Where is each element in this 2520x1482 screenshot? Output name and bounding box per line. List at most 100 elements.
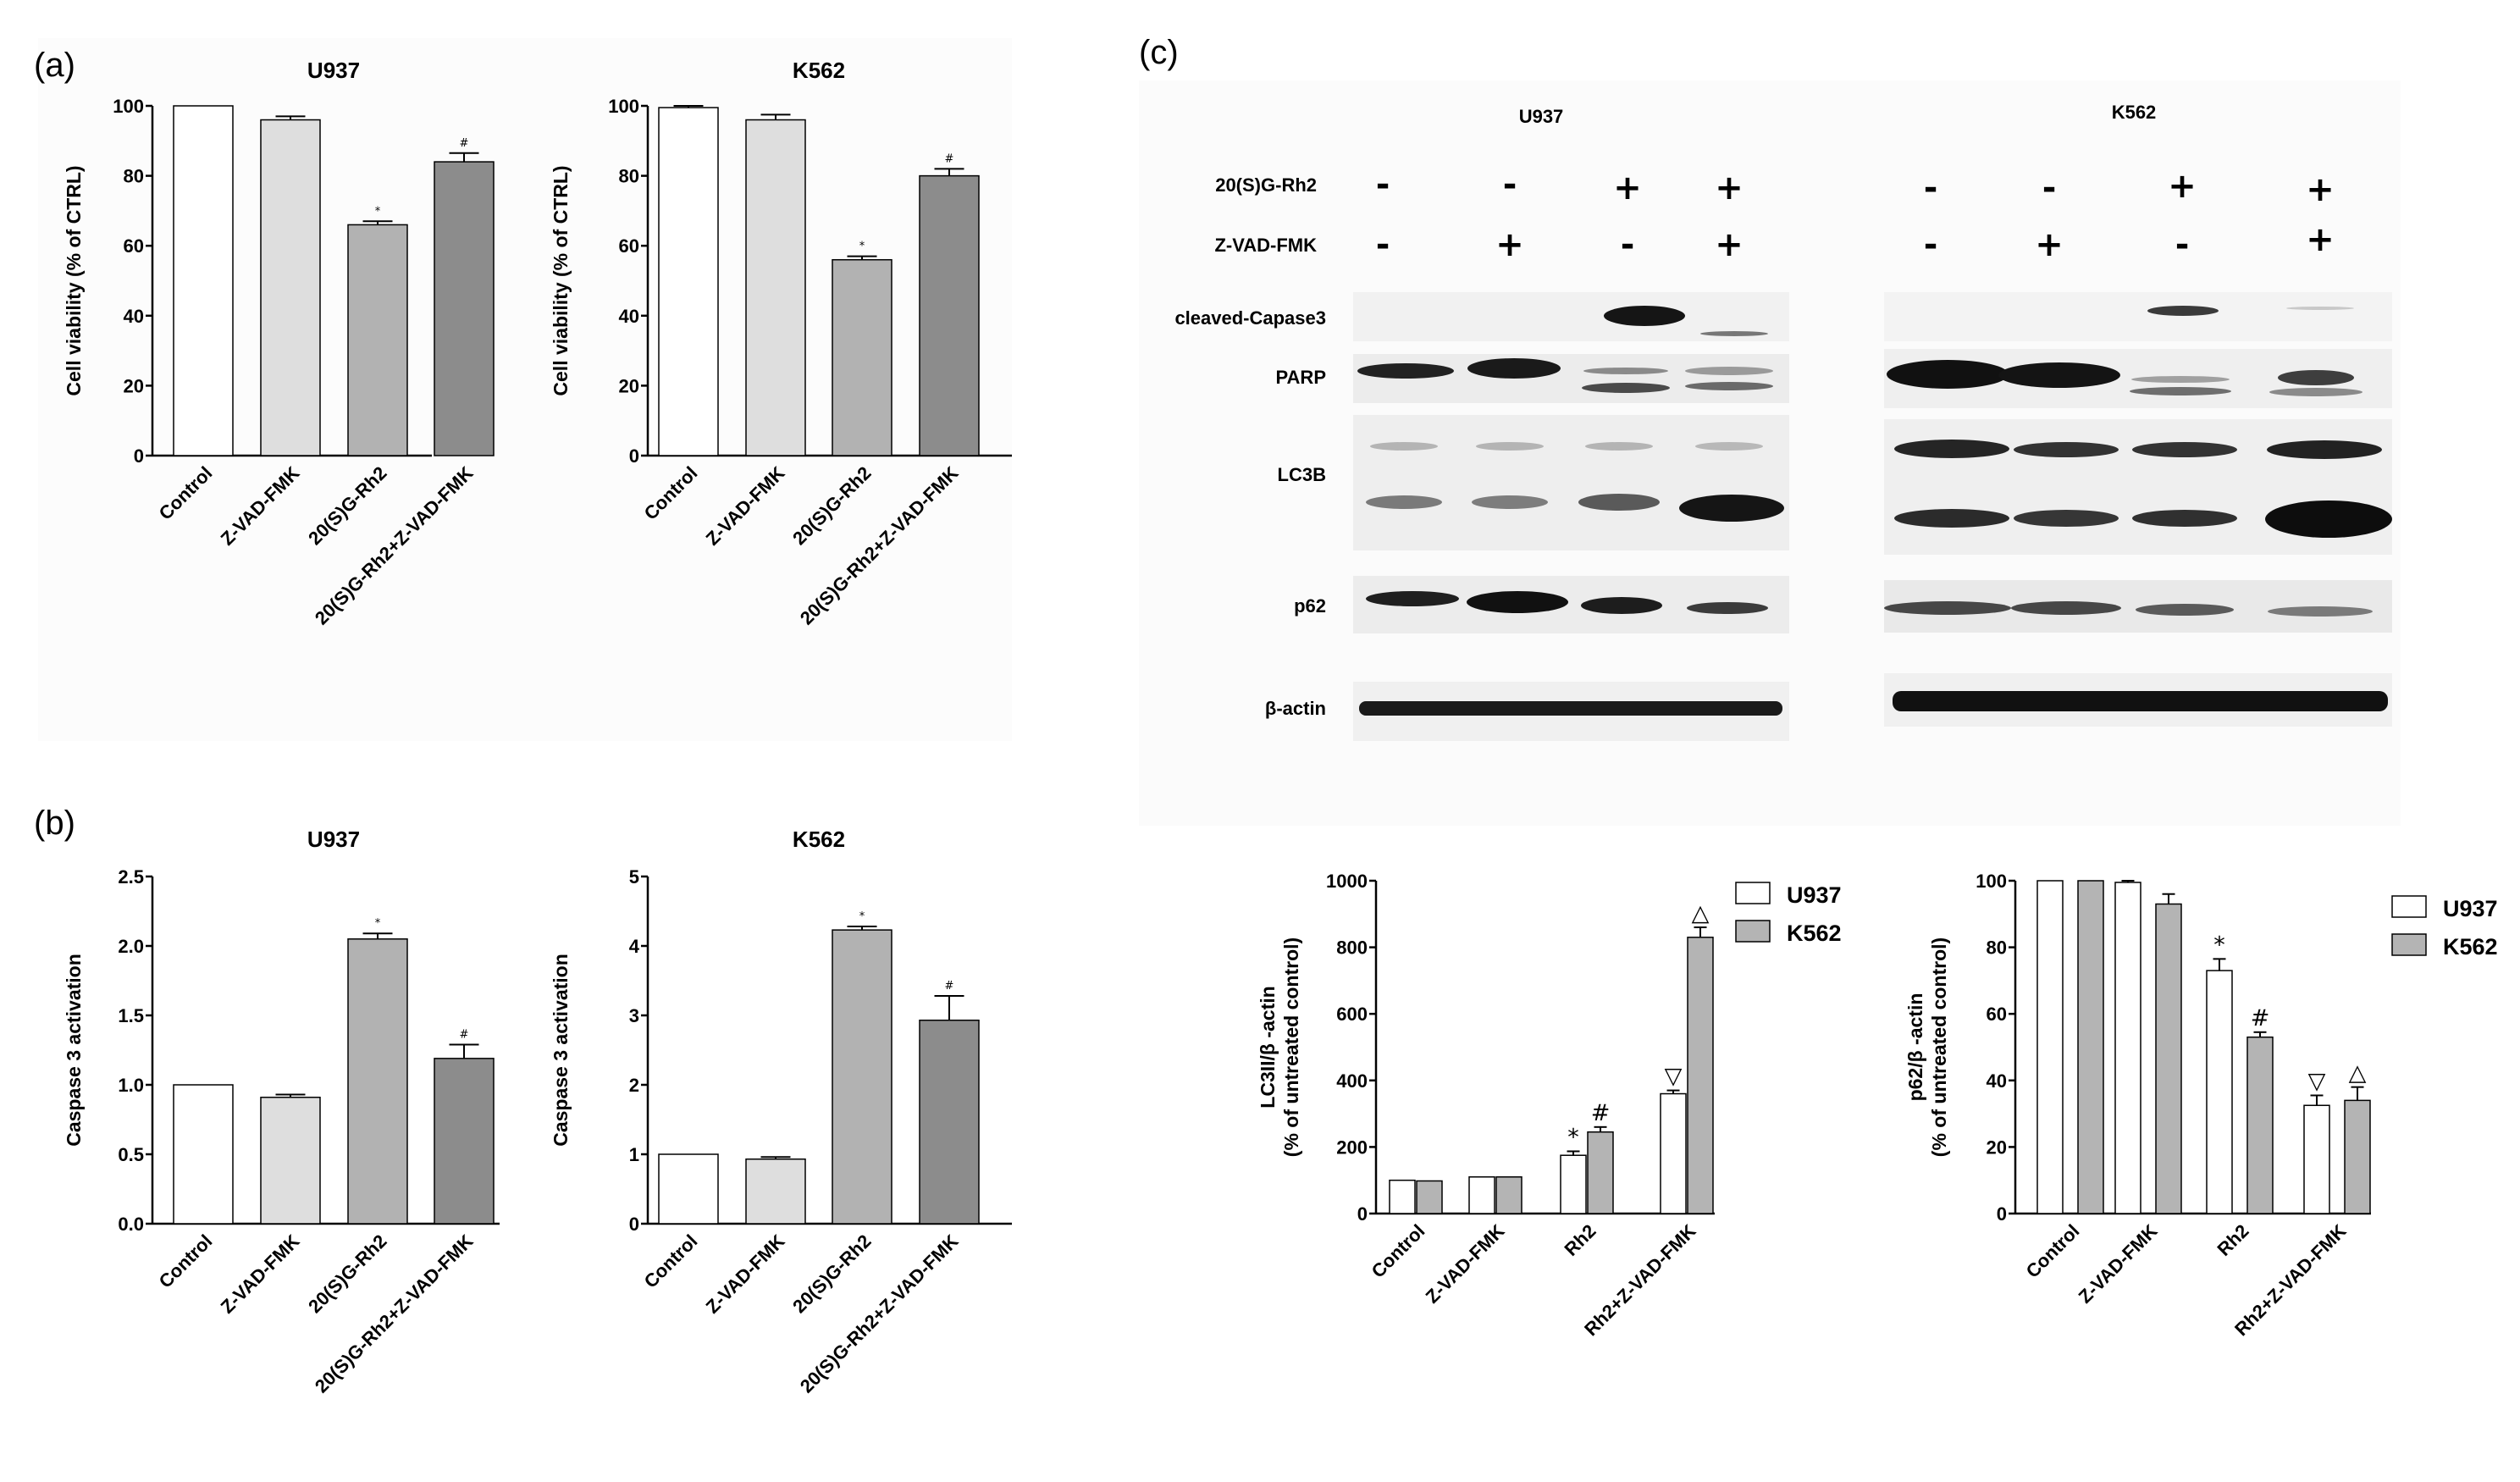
protein-label-parp: PARP [1276,367,1327,388]
y-tick-label: 0 [134,445,144,467]
sign-u937-zvad-2: + [1495,225,1524,264]
sign-k562-zvad-2: + [2035,225,2064,264]
significance-marker: * [859,910,865,923]
chart-title: K562 [793,827,845,852]
band-u937-parp-4a [1685,367,1773,375]
bar [658,1153,719,1225]
band-k562-parp-3a [2131,376,2230,383]
bar [919,1019,980,1225]
bar [1416,1180,1443,1214]
y-axis-label: LC3II/β -actin [1257,986,1279,1108]
band-k562-lc3ii-2 [2014,510,2119,527]
blot-title-k562: K562 [2112,102,2157,123]
y-tick-label: 1 [629,1144,639,1165]
y-tick-label: 80 [619,166,639,187]
band-u937-lc3ii-4 [1679,495,1784,522]
y-tick-label: 20 [619,375,639,396]
significance-marker: # [1591,1100,1611,1126]
bar [2344,1099,2371,1214]
legend-label: U937 [2443,896,2498,921]
band-k562-lc3ii-1 [1894,509,2009,528]
protein-label-p62: p62 [1294,595,1326,617]
bar [173,105,234,456]
band-k562-caspase3-4 [2286,307,2354,310]
bar [434,161,495,456]
legend-swatch [1735,882,1771,904]
significance-marker: ▽ [1665,1064,1683,1090]
band-k562-parp-2 [1998,362,2120,388]
treatment-label-rh2: 20(S)G-Rh2 [1215,174,1317,196]
sign-k562-rh2-2: - [2042,169,2057,207]
bar [2077,880,2104,1214]
band-k562-lc3i-2 [2014,442,2119,457]
band-u937-parp-1 [1357,363,1454,379]
band-k562-parp-3b [2130,387,2231,395]
y-tick-label: 1.0 [118,1075,144,1096]
y-tick-label: 0.0 [118,1214,144,1235]
band-k562-p62-4 [2268,606,2373,617]
band-u937-parp-3b [1582,383,1670,393]
significance-marker: ▽ [2308,1068,2326,1094]
y-tick-label: 100 [608,96,639,117]
significance-marker: # [2251,1005,2270,1031]
legend-label: K562 [1787,921,1842,946]
bar [434,1058,495,1225]
band-u937-p62-1 [1366,591,1459,606]
sign-k562-rh2-4: + [2306,170,2335,209]
bar [2155,903,2182,1214]
significance-marker: * [375,205,381,218]
band-u937-caspase3-4 [1700,331,1768,336]
bar [1587,1131,1614,1214]
blot-strip-u937-parp [1353,354,1789,403]
significance-marker: # [460,1028,469,1041]
band-u937-lc3i-4 [1695,442,1763,451]
significance-marker: △ [2349,1060,2367,1087]
y-tick-label: 40 [124,306,144,327]
y-tick-label: 4 [629,936,640,957]
y-axis-label: Caspase 3 activation [550,954,572,1147]
y-tick-label: 40 [619,306,639,327]
significance-marker: # [945,152,954,165]
bar [832,258,892,456]
band-u937-lc3i-3 [1585,442,1653,451]
sign-u937-rh2-4: + [1715,169,1744,207]
sign-k562-rh2-1: - [1924,169,1938,207]
y-tick-label: 0 [1357,1203,1368,1225]
y-tick-label: 200 [1336,1136,1368,1158]
y-tick-label: 0.5 [118,1144,144,1165]
y-axis-label: Cell viability (% of CTRL) [63,165,85,395]
band-u937-beta-actin [1359,701,1782,716]
sign-u937-rh2-2: - [1503,165,1517,204]
y-tick-label: 5 [629,866,639,888]
band-u937-p62-4 [1687,602,1768,614]
legend-label: U937 [1787,882,1842,908]
protein-label-cleaved-caspase3: cleaved-Capase3 [1174,307,1326,329]
bar [2114,882,2141,1214]
blot-strip-k562-caspase3 [1884,292,2392,341]
chart-title: U937 [307,827,360,852]
band-k562-beta-actin [1893,691,2388,711]
panel-label-a: (a) [34,47,75,84]
y-tick-label: 0 [629,445,639,467]
y-tick-label: 80 [124,166,144,187]
protein-label-lc3b: LC3B [1278,464,1326,485]
band-k562-parp-4a [2278,370,2354,385]
y-axis-label: (% of untreated control) [1280,937,1302,1157]
band-u937-lc3i-1 [1370,442,1438,451]
bar [173,1084,234,1225]
bar [260,119,321,456]
y-axis-label: Cell viability (% of CTRL) [550,165,572,395]
bar [1560,1154,1587,1214]
y-tick-label: 3 [629,1005,639,1026]
y-tick-label: 0 [629,1214,639,1235]
band-u937-caspase3-3 [1604,306,1685,326]
band-k562-p62-1 [1884,601,2011,615]
significance-marker: * [375,917,381,930]
sign-u937-rh2-1: - [1376,165,1390,204]
bar [1389,1179,1416,1214]
y-tick-label: 40 [1987,1070,2007,1092]
bar [745,119,806,456]
legend-swatch [1735,920,1771,943]
blot-title-u937: U937 [1519,106,1564,127]
